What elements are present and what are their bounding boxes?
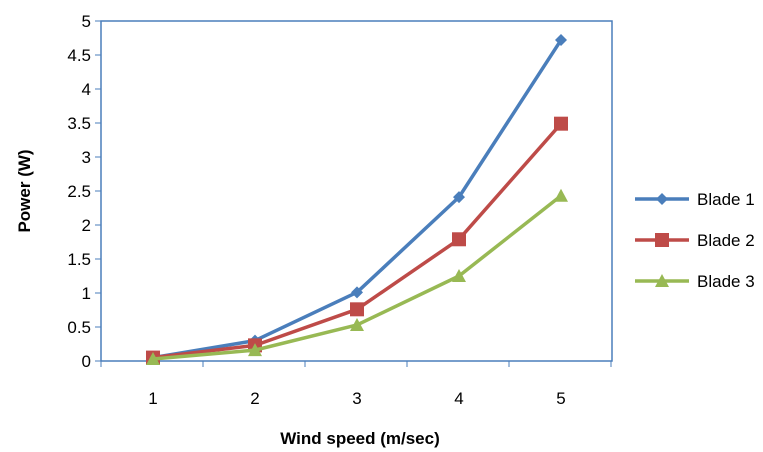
legend-label: Blade 2 [697,231,755,250]
y-tick-label: 4.5 [67,46,91,65]
y-tick-label: 4 [82,80,91,99]
data-point [248,343,262,357]
x-tick-label: 1 [148,389,157,408]
y-tick-label: 2 [82,216,91,235]
legend-item: Blade 2 [635,231,755,250]
data-point [351,286,363,299]
legend-swatch-marker [655,274,669,287]
y-tick-label: 2.5 [67,182,91,201]
data-point [350,317,364,331]
y-axis-ticks: 0 0.5 1 1.5 2 2.5 3 3.5 4 4.5 5 [67,12,101,371]
legend-label: Blade 3 [697,272,755,291]
x-tick-label: 3 [352,389,361,408]
legend-label: Blade 1 [697,190,755,209]
data-point [350,302,364,317]
y-tick-label: 0.5 [67,318,91,337]
y-tick-label: 3.5 [67,114,91,133]
y-tick-label: 0 [82,352,91,371]
series-3 [146,188,568,365]
y-axis-title: Power (W) [15,149,34,232]
y-tick-label: 1.5 [67,250,91,269]
legend-item: Blade 3 [635,272,755,291]
y-tick-label: 5 [82,12,91,31]
legend: Blade 1 Blade 2 Blade 3 [635,190,755,291]
x-axis-title: Wind speed (m/sec) [280,429,440,448]
x-axis-ticks: 1 2 3 4 5 [100,361,612,408]
data-point [452,269,466,282]
legend-swatch-marker [655,233,669,247]
legend-item: Blade 1 [635,190,755,209]
x-tick-label: 2 [250,389,259,408]
x-tick-label: 4 [454,389,463,408]
data-point [554,188,568,202]
data-point [453,191,465,204]
series-layer [146,34,568,365]
data-point [554,116,568,131]
y-tick-label: 3 [82,148,91,167]
x-tick-label: 5 [556,389,565,408]
data-point [555,34,567,47]
legend-swatch-marker [656,193,668,205]
y-tick-label: 1 [82,284,91,303]
data-point [452,232,466,247]
data-point [146,351,160,365]
